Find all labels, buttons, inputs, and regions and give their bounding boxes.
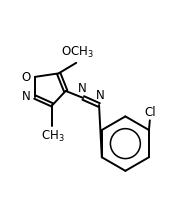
Text: OCH$_3$: OCH$_3$: [61, 44, 94, 60]
Text: N: N: [78, 82, 87, 95]
Text: Cl: Cl: [144, 107, 156, 120]
Text: CH$_3$: CH$_3$: [41, 129, 64, 144]
Text: N: N: [96, 89, 104, 102]
Text: N: N: [22, 90, 31, 103]
Text: O: O: [21, 71, 31, 84]
